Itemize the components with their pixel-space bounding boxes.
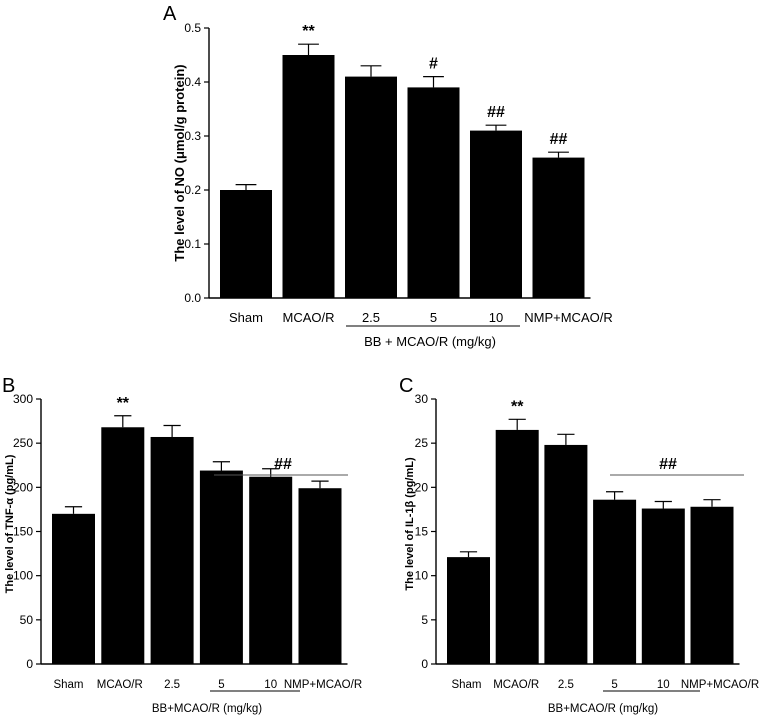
panel-c: C The level of IL-1β (pg/mL) ** ## 0 5 10 1… [399,375,759,715]
bars-b [52,427,342,664]
category-labels-c: Sham MCAO/R 2.5 5 10 NMP+MCAO/R [451,679,759,691]
bar-b-6 [298,488,342,664]
y-tick-label-c-1: 0 [421,657,428,671]
category-label-c-3: 2.5 [558,679,574,691]
y-tick-label-c-7: 30 [415,392,429,406]
y-tick-label-a-5: 0.4 [184,75,201,89]
category-label-b-1: Sham [53,679,83,691]
bar-b-5 [249,476,293,664]
bracket-label-c: ## [659,456,677,473]
group-label-a: BB + MCAO/R (mg/kg) [364,334,496,349]
y-tick-label-b-1: 0 [26,657,33,671]
y-ticks-b: 0 50 100 150 200 250 300 [13,392,41,671]
bar-c-5 [641,508,685,664]
category-label-a-4: 5 [430,310,437,325]
bar-c-2 [495,429,539,664]
significance-mark-a-4: # [429,56,438,73]
bar-b-3 [150,436,194,664]
y-axis-title-b: The level of TNF-α (pg/mL) [4,454,16,593]
category-label-a-3: 2.5 [362,310,380,325]
panel-a: A The level of NO (μmol/g protein) **###… [163,3,613,349]
category-label-c-2: MCAO/R [493,679,539,691]
y-tick-label-a-2: 0.1 [184,237,201,251]
group-label-c: BB+MCAO/R (mg/kg) [548,703,658,715]
category-label-c-5: 10 [657,679,670,691]
category-label-b-4: 5 [218,679,224,691]
bars-c [447,429,734,664]
significance-marks-c: ** [511,398,524,415]
category-label-c-4: 5 [611,679,617,691]
category-label-b-5: 10 [264,679,277,691]
significance-mark-c-2: ** [511,398,524,415]
panel-b: B The level of TNF-α (pg/mL) ** ## 0 50 10… [2,375,362,715]
category-label-a-2: MCAO/R [283,310,335,325]
bar-b-4 [199,470,243,664]
bar-a-3 [345,76,397,298]
y-tick-label-a-3: 0.2 [184,183,201,197]
bar-b-1 [52,513,95,664]
y-tick-label-c-6: 25 [415,436,429,450]
axes-c [435,399,740,665]
panel-letter-c: C [399,375,413,397]
y-tick-label-c-3: 10 [415,569,429,583]
group-label-b: BB+MCAO/R (mg/kg) [152,703,262,715]
category-label-b-6: NMP+MCAO/R [284,679,362,691]
significance-mark-b-2: ** [117,395,130,412]
significance-marks-b: ** [117,395,130,412]
bracket-label-b: ## [274,456,292,473]
y-axis-title-c: The level of IL-1β (pg/mL) [404,457,416,591]
y-ticks-a: 0.0 0.1 0.2 0.3 0.4 0.5 [184,21,209,305]
y-tick-label-a-6: 0.5 [184,21,201,35]
category-label-a-6: NMP+MCAO/R [524,310,612,325]
category-label-a-5: 10 [489,310,503,325]
axes-a [208,28,591,299]
y-ticks-c: 0 5 10 15 20 25 30 [415,392,436,671]
bar-a-4 [407,87,460,299]
bars-a [220,55,585,299]
y-tick-label-b-6: 250 [13,436,33,450]
bar-a-6 [532,157,585,298]
axes-b [40,399,348,665]
bar-a-1 [220,190,272,298]
bar-c-3 [544,444,588,664]
category-labels-a: Sham MCAO/R 2.5 5 10 NMP+MCAO/R [229,310,613,325]
category-labels-b: Sham MCAO/R 2.5 5 10 NMP+MCAO/R [53,679,362,691]
y-tick-label-c-4: 15 [415,525,429,539]
y-tick-label-b-5: 200 [13,480,33,494]
category-label-b-3: 2.5 [164,679,180,691]
error-bars-a [235,43,569,190]
y-tick-label-c-2: 5 [421,613,428,627]
bar-a-5 [470,130,522,298]
y-tick-label-b-2: 50 [20,613,34,627]
category-label-c-6: NMP+MCAO/R [681,679,759,691]
y-tick-label-b-7: 300 [13,392,33,406]
bar-a-2 [282,55,335,298]
error-bars-c [459,418,721,558]
y-tick-label-c-5: 20 [415,480,429,494]
significance-mark-a-5: ## [487,104,505,121]
y-tick-label-a-1: 0.0 [184,291,201,305]
category-label-b-2: MCAO/R [97,679,143,691]
bar-c-6 [690,506,734,664]
significance-mark-a-6: ## [550,131,568,148]
category-label-c-1: Sham [451,679,481,691]
y-axis-title-a: The level of NO (μmol/g protein) [172,64,187,261]
y-tick-label-b-4: 150 [13,525,33,539]
bar-b-2 [101,427,145,664]
y-tick-label-b-3: 100 [13,569,33,583]
y-tick-label-a-4: 0.3 [184,129,201,143]
panel-letter-a: A [163,3,177,25]
significance-marks-a: **##### [302,23,567,148]
bar-c-1 [447,557,490,664]
panel-letter-b: B [2,375,15,397]
significance-mark-a-2: ** [302,23,315,40]
category-label-a-1: Sham [229,310,263,325]
bar-c-4 [593,499,637,664]
